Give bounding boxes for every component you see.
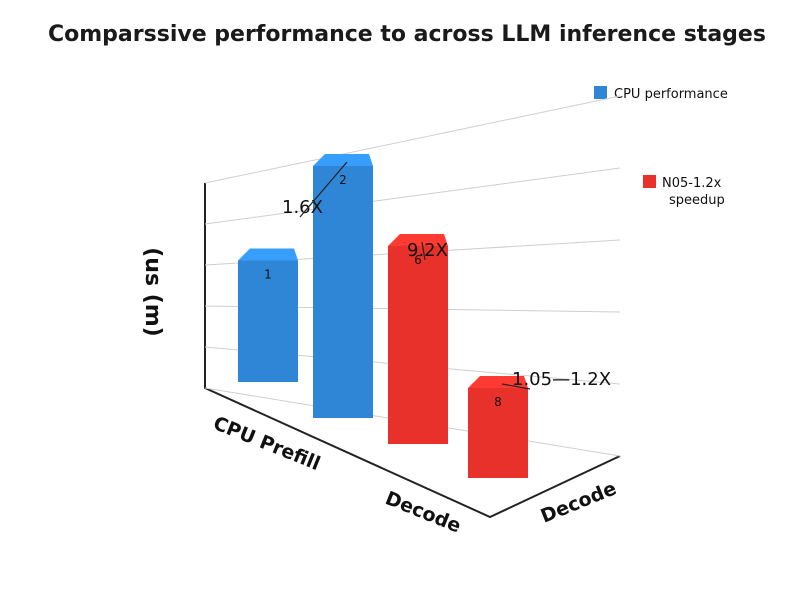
category-label-decode-2: Decode xyxy=(538,477,620,527)
bar-front xyxy=(388,246,448,444)
legend-swatch-speedup xyxy=(643,175,656,188)
legend-label-cpu: CPU performance xyxy=(614,87,728,102)
bar-front xyxy=(468,388,528,478)
legend-swatch-cpu xyxy=(594,86,607,99)
category-label-decode-1: Decode xyxy=(382,487,464,537)
gridline xyxy=(204,95,621,184)
speedup-annotation: 9.2X xyxy=(407,240,448,261)
bar-front xyxy=(238,260,298,382)
category-label-cpu-prefill: CPU Prefill xyxy=(210,412,323,475)
annotation-leader-line xyxy=(299,161,348,218)
bar-3: 6 xyxy=(388,234,448,444)
bar-top xyxy=(388,234,448,246)
bar-value-label: 8 xyxy=(494,395,502,409)
bar-value-label: 6 xyxy=(414,253,422,267)
gridline xyxy=(204,167,621,225)
bar-4: 8 xyxy=(468,376,528,478)
legend: CPU performance N05-1.2x speedup xyxy=(594,86,728,208)
bars: 1 2 6 8 xyxy=(238,154,528,478)
bar-1: 1 xyxy=(238,248,298,382)
annotation-leader-line xyxy=(421,241,426,261)
speedup-annotation: 1.05—1.2X xyxy=(512,369,611,390)
legend-label-speedup: N05-1.2x speedup xyxy=(662,176,725,208)
bar-front xyxy=(313,166,373,418)
annotations: 1.6X9.2X1.05—1.2X xyxy=(282,161,611,390)
bar-value-label: 2 xyxy=(339,173,347,187)
bar-top xyxy=(313,154,373,166)
axis-frame-line xyxy=(204,183,621,519)
annotation-leader-line xyxy=(501,383,531,390)
bar-2: 2 xyxy=(313,154,373,418)
plot-frame xyxy=(204,183,621,519)
chart-title: Comparssive performance to across LLM in… xyxy=(48,22,766,47)
y-axis-label: (us (m) xyxy=(140,247,165,337)
bar-top xyxy=(238,248,298,261)
bar-top xyxy=(468,376,528,388)
bar-value-label: 1 xyxy=(264,268,272,282)
